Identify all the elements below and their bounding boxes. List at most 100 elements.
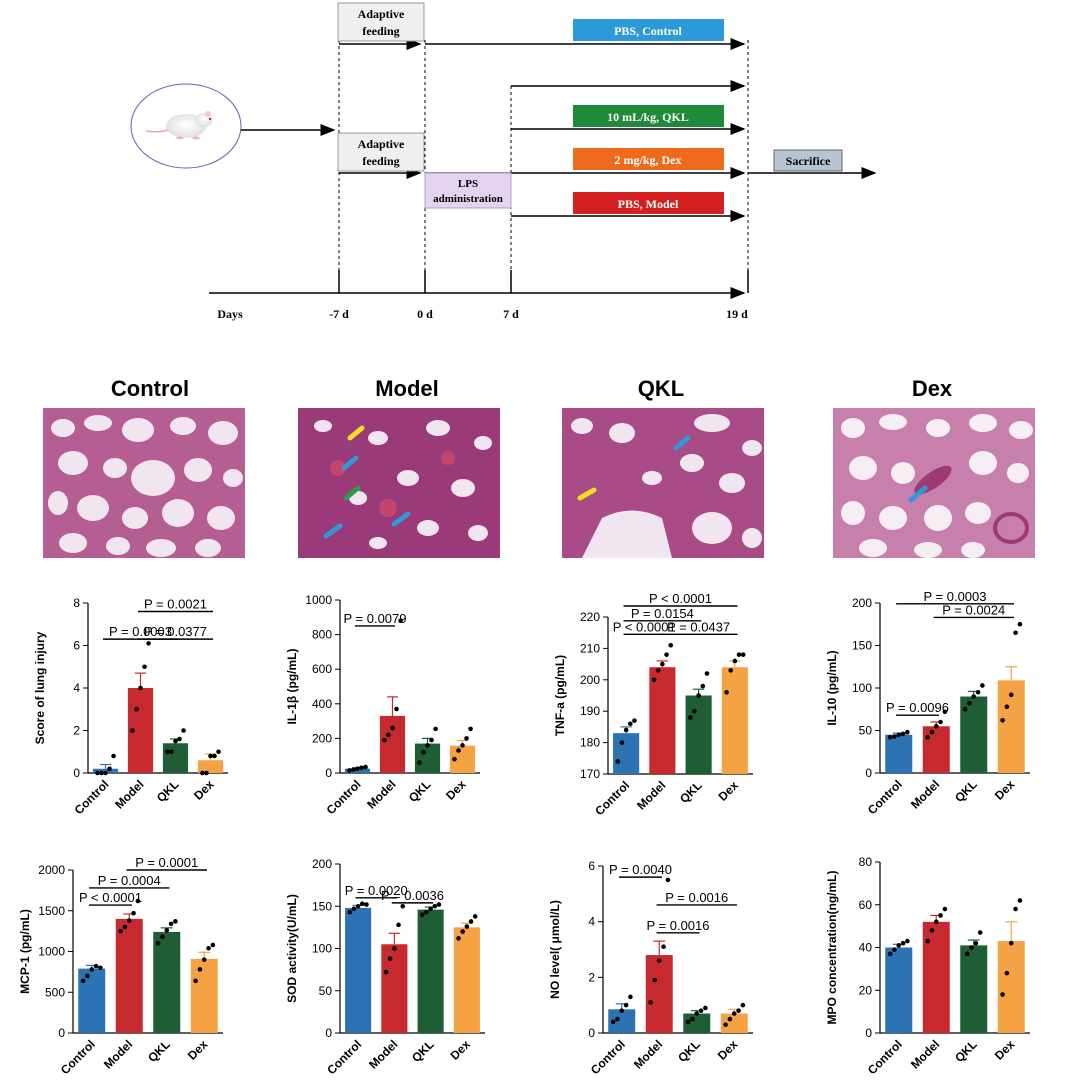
y-tick-label: 150: [852, 639, 872, 653]
y-tick-label: 1500: [38, 904, 65, 918]
y-tick-label: 220: [580, 610, 600, 624]
data-point: [896, 943, 902, 948]
data-point: [386, 732, 391, 738]
data-point: [655, 668, 661, 673]
p-value-label: P = 0.0437: [667, 619, 730, 634]
y-tick-label: 40: [859, 941, 873, 955]
y-tick-label: 200: [312, 857, 332, 871]
data-point: [628, 994, 633, 1000]
p-value-label: P = 0.0040: [609, 862, 672, 877]
y-tick-label: 60: [859, 898, 873, 912]
data-point: [396, 922, 401, 928]
adaptive-feeding-label-2b: feeding: [362, 154, 399, 168]
p-value-label: P = 0.0024: [942, 602, 1005, 617]
pbs-control-label: PBS, Control: [614, 24, 682, 38]
data-point: [424, 909, 429, 915]
dex-label: 2 mg/kg, Dex: [615, 153, 682, 167]
adaptive-feeding-label-1a: Adaptive: [358, 7, 405, 21]
y-tick-label: 0: [865, 1026, 872, 1040]
p-value-label: P = 0.0154: [631, 606, 694, 621]
data-point: [731, 1011, 737, 1016]
bar-qkl: [414, 743, 441, 773]
data-point: [425, 743, 430, 748]
data-point: [938, 913, 943, 918]
p-value-label: P < 0.0001: [613, 619, 676, 634]
data-point: [664, 652, 669, 657]
data-point: [728, 668, 733, 673]
y-tick-label: 0: [325, 766, 332, 780]
bar-qkl: [162, 743, 189, 773]
y-axis-label: TNF-a (pg/mL): [553, 655, 567, 736]
data-point: [355, 903, 361, 909]
data-point: [694, 1011, 700, 1016]
y-axis-label: MPO concentration(ng/mL): [825, 871, 839, 1025]
y-tick-label: 200: [852, 596, 872, 610]
data-point: [383, 969, 389, 975]
y-axis-label: IL-1β (pg/mL): [285, 649, 299, 725]
data-point: [382, 737, 387, 743]
data-point: [93, 963, 99, 969]
category-label: Model: [101, 1037, 135, 1071]
y-tick-label: 200: [580, 673, 600, 687]
data-point: [200, 770, 205, 776]
y-tick-label: 6: [73, 639, 80, 653]
category-label: QKL: [952, 777, 980, 805]
category-label: Model: [631, 1037, 665, 1071]
data-point: [351, 906, 357, 912]
data-point: [700, 683, 706, 689]
data-point: [419, 912, 425, 917]
y-tick-label: 600: [312, 662, 332, 676]
histology-title-control: Control: [110, 376, 190, 401]
p-value-label: P = 0.0001: [135, 855, 198, 870]
bar-dex: [721, 667, 748, 774]
y-axis-label: NO level( μmol/L): [548, 900, 562, 999]
data-point: [138, 685, 143, 691]
data-point: [111, 753, 116, 759]
data-point: [181, 728, 186, 733]
sacrifice-box: Sacrifice: [773, 149, 843, 172]
axis-label-days: Days: [217, 307, 243, 321]
data-point: [456, 748, 461, 753]
category-label: QKL: [675, 1037, 703, 1065]
p-value-label: P = 0.0020: [345, 883, 408, 898]
days-axis-labels: Days -7 d 0 d 7 d 19 d: [217, 307, 748, 321]
data-point: [80, 978, 86, 984]
timeline-day-ticks: [338, 270, 749, 293]
y-tick-label: 50: [319, 984, 333, 998]
data-point: [905, 729, 910, 735]
data-point: [619, 740, 625, 745]
data-point: [134, 706, 139, 712]
histology-title-dex: Dex: [911, 376, 953, 401]
bar-dex: [190, 958, 218, 1033]
data-point: [417, 760, 422, 765]
data-point: [696, 693, 701, 698]
data-point: [216, 749, 221, 755]
data-point: [456, 936, 461, 941]
data-point: [433, 726, 438, 732]
data-point: [665, 877, 671, 883]
y-tick-label: 0: [865, 766, 872, 780]
data-point: [933, 919, 939, 925]
data-point: [887, 735, 893, 740]
data-point: [925, 938, 930, 944]
data-point: [623, 727, 629, 733]
data-point: [685, 1019, 691, 1025]
data-point: [173, 919, 178, 924]
category-label: Control: [324, 777, 364, 817]
category-label: Dex: [191, 777, 217, 803]
data-point: [1008, 940, 1014, 946]
data-point: [452, 756, 457, 762]
data-point: [173, 738, 178, 744]
data-point: [942, 709, 948, 715]
sacrifice-label: Sacrifice: [786, 154, 831, 168]
data-point: [165, 749, 170, 755]
p-value-label: P = 0.0377: [144, 624, 207, 639]
data-point: [661, 944, 666, 950]
category-label: QKL: [677, 778, 705, 806]
data-point: [107, 766, 112, 772]
p-value-label: P < 0.0001: [79, 890, 142, 905]
data-point: [429, 737, 434, 743]
histology-image-dex: [833, 408, 1035, 558]
data-point: [900, 940, 906, 946]
data-point: [206, 945, 211, 951]
